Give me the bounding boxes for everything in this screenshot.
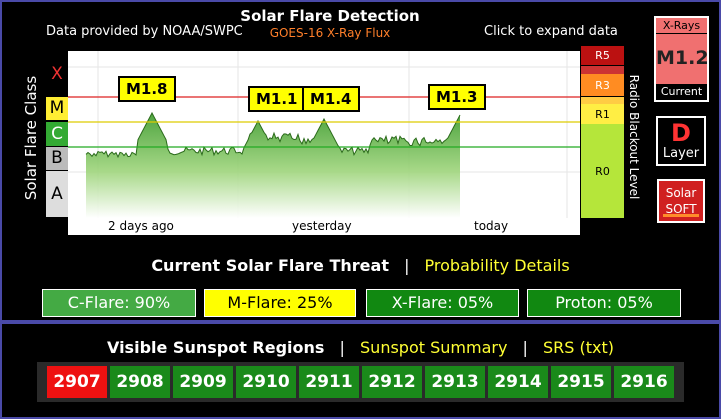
probability-details-link[interactable]: Probability Details <box>424 256 570 275</box>
blackout-r4-band <box>581 66 624 74</box>
panel-subtitle: GOES-16 X-Ray Flux <box>269 26 391 40</box>
proton-probability: Proton: 05% <box>527 289 681 317</box>
sunspot-region-button[interactable]: 2913 <box>425 366 485 398</box>
flux-area <box>86 113 460 218</box>
blackout-r0: R0 <box>581 124 624 218</box>
class-c-label: C <box>46 122 68 146</box>
solarsoft-underline <box>663 214 699 217</box>
d-layer-letter: D <box>671 119 691 147</box>
xray-current-value: M1.2 <box>656 47 709 69</box>
class-a-label: A <box>46 171 68 217</box>
c-flare-probability: C-Flare: 90% <box>42 289 196 317</box>
sunspot-region-list: 2907 2908 2909 2910 2911 2912 2913 2914 … <box>37 362 684 402</box>
sunspot-region-button[interactable]: 2915 <box>551 366 611 398</box>
solarsoft-line1: Solar <box>665 186 697 200</box>
x-flare-probability: X-Flare: 05% <box>366 289 519 317</box>
xray-caption: Current <box>656 84 707 100</box>
sunspot-region-button[interactable]: 2916 <box>614 366 674 398</box>
xray-title: X-Rays <box>662 19 701 32</box>
solarsoft-button[interactable]: Solar SOFT <box>657 179 705 223</box>
blackout-r3: R3 <box>581 74 624 96</box>
sunspot-title: Visible Sunspot Regions <box>106 338 325 357</box>
class-x-label: X <box>46 62 68 87</box>
flare-label: M1.4 <box>302 86 360 112</box>
sunspot-separator: | <box>522 338 528 357</box>
data-provider-text: Data provided by NOAA/SWPC <box>46 24 243 39</box>
sunspot-region-button[interactable]: 2911 <box>299 366 359 398</box>
blackout-r1: R1 <box>581 104 624 124</box>
d-layer-button[interactable]: D Layer <box>656 116 706 166</box>
sunspot-region-button[interactable]: 2909 <box>173 366 233 398</box>
threat-header: Current Solar Flare Threat | Probability… <box>0 256 721 275</box>
sunspot-separator: | <box>339 338 345 357</box>
sunspot-region-button[interactable]: 2912 <box>362 366 422 398</box>
sunspot-region-button[interactable]: 2908 <box>110 366 170 398</box>
sunspot-region-button[interactable]: 2910 <box>236 366 296 398</box>
flare-label: M1.8 <box>118 76 176 102</box>
blackout-r2-band <box>581 97 624 104</box>
solarsoft-line2: SOFT <box>665 202 697 216</box>
x-tick-2-days-ago: 2 days ago <box>108 219 174 233</box>
flare-label: M1.3 <box>428 84 486 110</box>
xray-current-button[interactable]: X-Rays M1.2 Current <box>654 16 709 102</box>
sunspot-header: Visible Sunspot Regions | Sunspot Summar… <box>0 338 721 357</box>
threat-separator: | <box>404 256 410 275</box>
class-m-label: M <box>46 97 68 120</box>
sunspot-region-button[interactable]: 2914 <box>488 366 548 398</box>
panel-title: Solar Flare Detection <box>240 7 420 25</box>
y-axis-label: Solar Flare Class <box>22 75 40 200</box>
flare-label: M1.1 <box>248 86 306 112</box>
sunspot-summary-link[interactable]: Sunspot Summary <box>360 338 508 357</box>
expand-data-link[interactable]: Click to expand data <box>484 24 618 39</box>
srs-txt-link[interactable]: SRS (txt) <box>543 338 615 357</box>
class-b-label: B <box>46 147 68 170</box>
x-tick-yesterday: yesterday <box>292 219 352 233</box>
threat-title: Current Solar Flare Threat <box>151 256 389 275</box>
m-flare-probability: M-Flare: 25% <box>204 289 356 317</box>
d-layer-label: Layer <box>662 146 700 161</box>
x-axis: 2 days ago yesterday today <box>68 218 580 235</box>
sunspot-region-button[interactable]: 2907 <box>47 366 107 398</box>
radio-blackout-label: Radio Blackout Level <box>627 74 641 200</box>
flux-line <box>85 111 461 159</box>
blackout-r5: R5 <box>581 46 624 65</box>
xray-divider <box>656 33 707 34</box>
x-tick-today: today <box>474 219 509 233</box>
